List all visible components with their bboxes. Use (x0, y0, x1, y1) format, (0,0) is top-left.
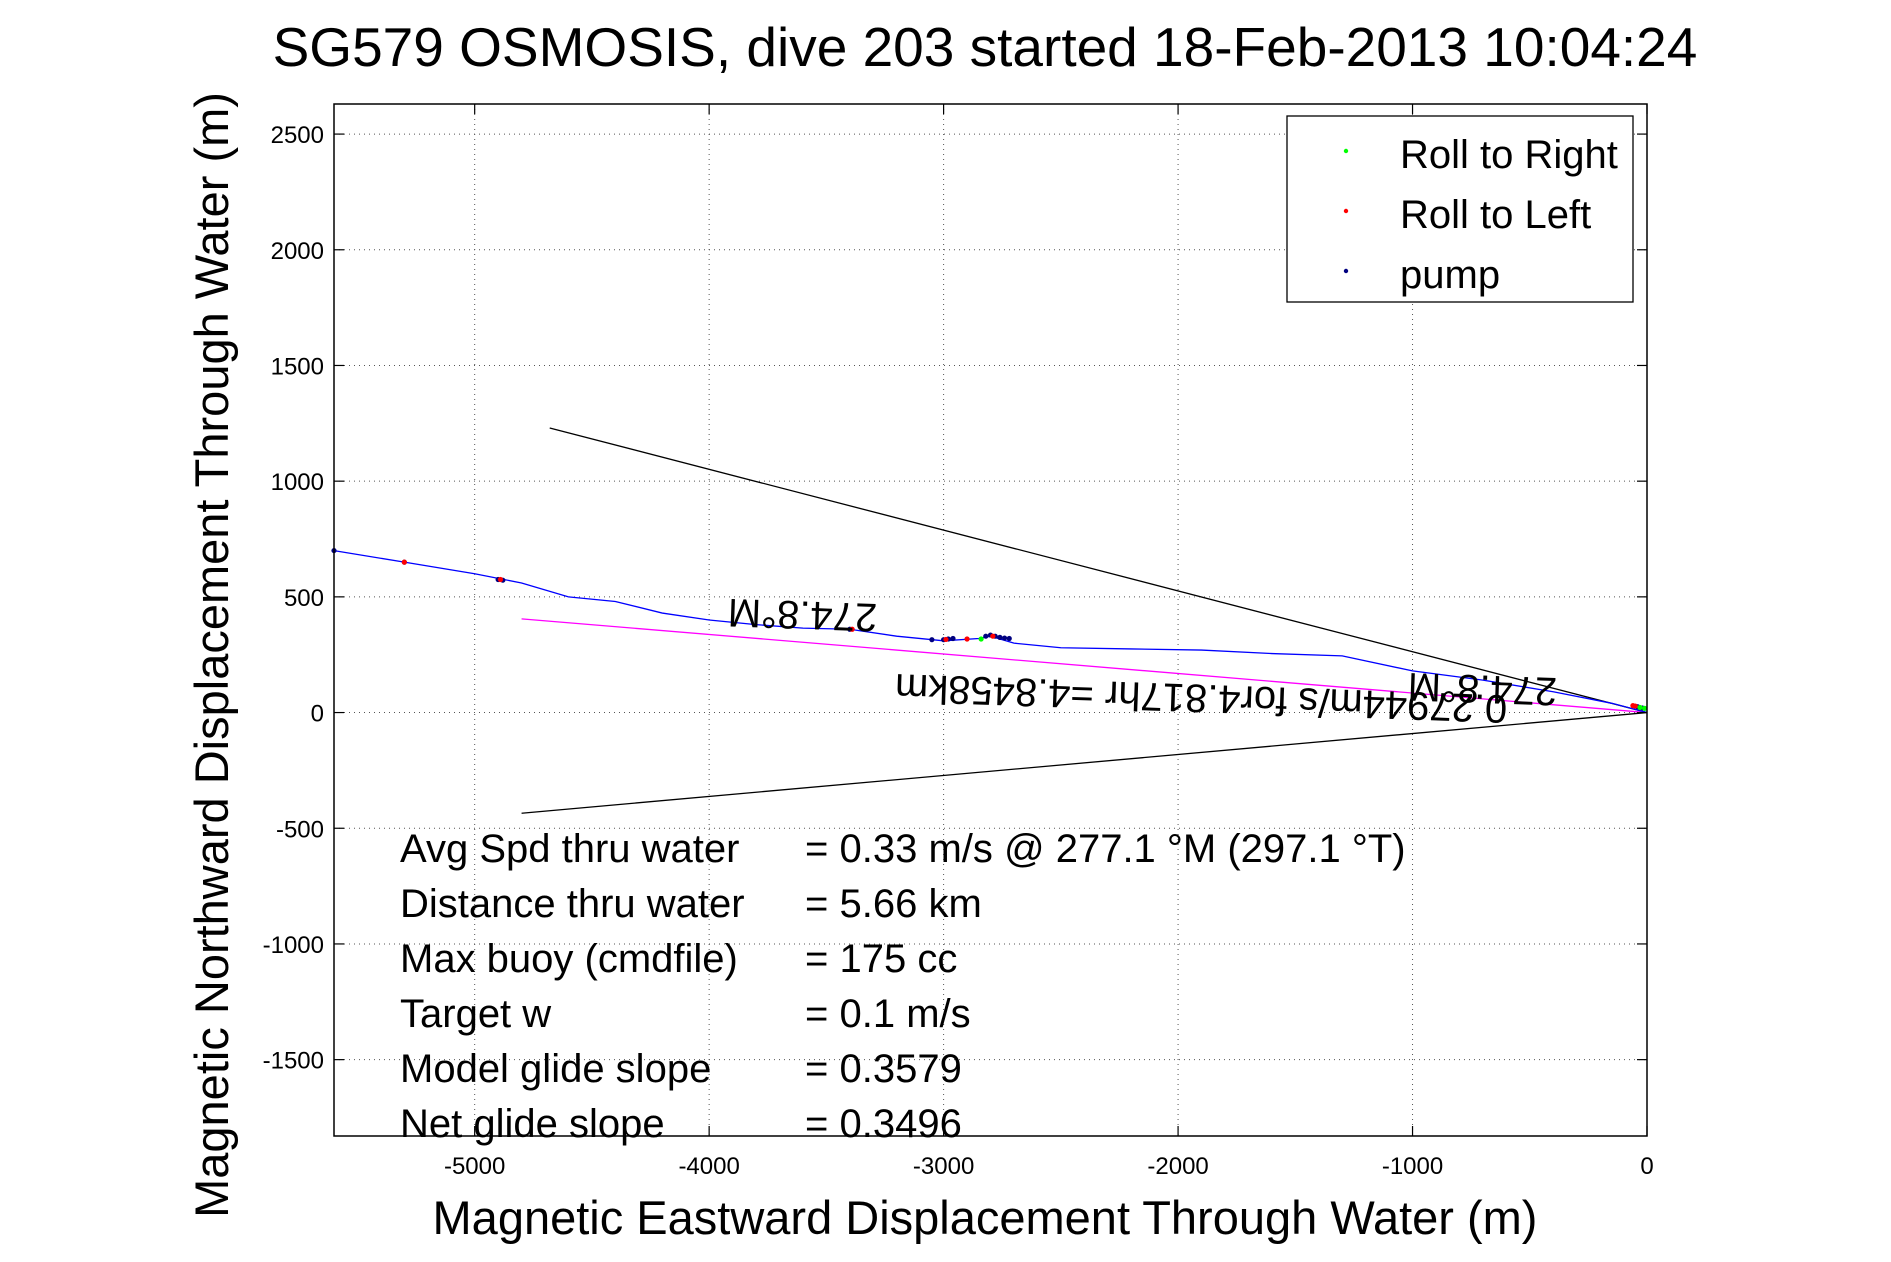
y-tick-label: 2000 (271, 238, 324, 265)
plot-annotation: 274.8°M (1407, 664, 1558, 713)
data-point (1001, 635, 1008, 641)
x-tick-label: 0 (1640, 1153, 1653, 1180)
y-tick-label: 2500 (271, 122, 324, 149)
stat-label: Model glide slope (400, 1047, 711, 1091)
chart-title: SG579 OSMOSIS, dive 203 started 18-Feb-2… (273, 16, 1698, 78)
data-point (964, 636, 970, 642)
data-point (929, 637, 935, 643)
reference-line (549, 427, 1648, 714)
stat-label: Avg Spd thru water (400, 827, 739, 871)
reference-lines (521, 427, 1648, 814)
data-point (983, 633, 989, 639)
x-tick-label: -2000 (1147, 1153, 1208, 1180)
data-point (497, 576, 504, 583)
y-tick-label: -1500 (263, 1048, 324, 1075)
data-point (943, 636, 949, 643)
plot-border (333, 103, 1648, 1137)
reference-line (521, 711, 1648, 814)
track-line (333, 549, 1648, 714)
y-tick-label: 1500 (271, 353, 324, 380)
data-point (1006, 635, 1012, 642)
stat-label: Distance thru water (400, 882, 745, 926)
stat-value: = 0.3579 (805, 1047, 962, 1091)
stat-label: Max buoy (cmdfile) (400, 937, 738, 981)
legend-marker (1343, 208, 1349, 214)
data-point (978, 636, 984, 642)
stat-value: = 0.1 m/s (805, 992, 971, 1036)
y-tick-label: -1000 (263, 932, 324, 959)
data-point (1642, 705, 1648, 711)
y-tick-label: -500 (276, 816, 324, 843)
x-tick-label: -3000 (913, 1153, 974, 1180)
y-tick-label: 500 (284, 585, 324, 612)
stat-label: Target w (400, 992, 551, 1036)
legend: Roll to Right Roll to Left pump (1286, 115, 1634, 303)
series-layer (331, 547, 1648, 714)
y-tick-label: 1000 (271, 469, 324, 496)
data-point (849, 626, 855, 632)
x-tick-label: -4000 (678, 1153, 739, 1180)
legend-label: pump (1400, 253, 1500, 297)
y-tick-label: 0 (311, 701, 324, 728)
legend-marker (1343, 268, 1349, 274)
stats-panel: Avg Spd thru water = 0.33 m/s @ 277.1 °M … (400, 827, 1406, 1146)
data-point (990, 633, 996, 639)
stat-label: Net glide slope (400, 1102, 665, 1146)
plot-annotation: 274.8°M (727, 590, 878, 639)
data-point (1637, 704, 1643, 711)
axis-ticks: -5000 -4000 -3000 -2000 -1000 0-1500-1000-500… (263, 104, 1654, 1180)
y-axis-label: Magnetic Northward Displacement Through … (185, 92, 238, 1218)
stat-value: = 175 cc (805, 937, 957, 981)
legend-label: Roll to Left (1400, 193, 1591, 237)
legend-marker (1343, 148, 1349, 154)
x-axis-label: Magnetic Eastward Displacement Through W… (433, 1191, 1538, 1244)
stat-value: = 0.33 m/s @ 277.1 °M (297.1 °T) (805, 827, 1406, 871)
data-point (401, 559, 407, 565)
reference-line (521, 618, 1648, 714)
x-tick-label: -5000 (444, 1153, 505, 1180)
x-tick-label: -1000 (1382, 1153, 1443, 1180)
data-point (1632, 703, 1638, 709)
legend-label: Roll to Right (1400, 133, 1618, 177)
stat-value: = 0.3496 (805, 1102, 962, 1146)
data-point (950, 635, 956, 642)
stat-value: = 5.66 km (805, 882, 982, 926)
data-point (997, 634, 1003, 640)
